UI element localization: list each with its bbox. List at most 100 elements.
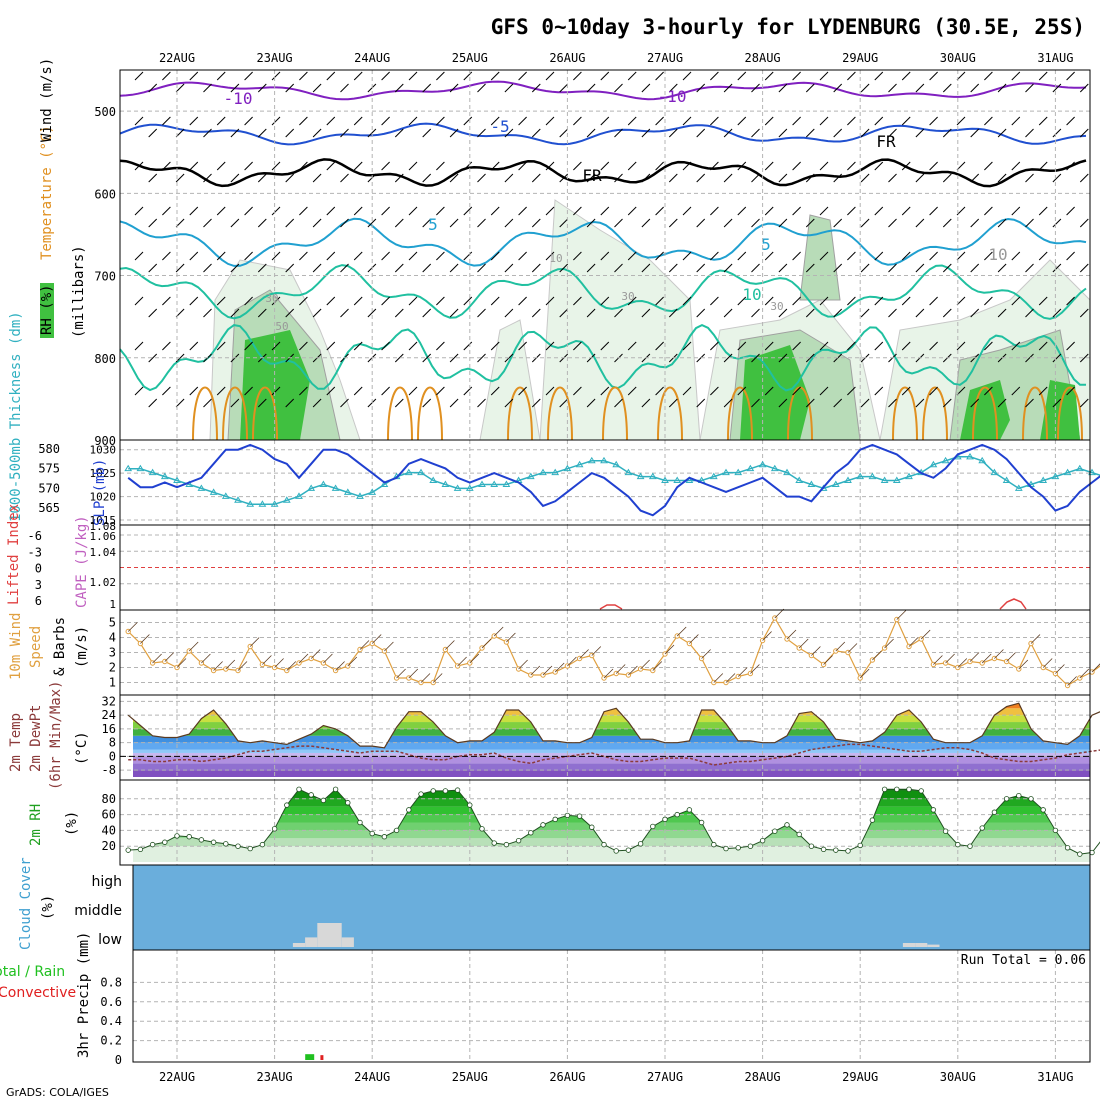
rh-point: [613, 848, 619, 854]
wind-barb: [901, 206, 911, 216]
wind-barb: [134, 251, 144, 261]
wind-barb: [600, 341, 610, 351]
wind-barb: [381, 296, 390, 306]
top-date-label: 22AUG: [159, 51, 195, 65]
bottom-date-label: 28AUG: [745, 1070, 781, 1084]
wind-barb: [1066, 296, 1075, 306]
wind-barb: [682, 251, 692, 261]
rh-point: [955, 841, 961, 848]
wind-barb: [353, 206, 363, 216]
top-date-label: 31AUG: [1037, 51, 1073, 65]
wind-barb: [1011, 161, 1021, 171]
wind-barb: [422, 263, 432, 273]
wind-barb: [134, 161, 144, 171]
wind-barb: [901, 386, 911, 396]
wind-barb: [929, 206, 938, 216]
wind-barb: [340, 398, 349, 408]
bottom-date-label: 24AUG: [354, 1070, 390, 1084]
wind-barb: [614, 173, 623, 183]
wind-barb: [573, 116, 582, 126]
wind-barb: [189, 116, 199, 126]
ylabel-temperature: Temperature (°C): [39, 125, 55, 260]
contour-label: 5: [761, 235, 771, 254]
thickness-point: [892, 476, 901, 484]
wind-barb: [984, 116, 993, 126]
wind-barb: [299, 251, 308, 261]
wind-barb: [531, 173, 541, 183]
contour-plus10: [119, 264, 1087, 320]
rh-tick-label: 80: [102, 792, 116, 806]
wind-barb: [162, 71, 171, 81]
contour-label: 30: [621, 290, 634, 303]
surface-wind-barb: [664, 644, 675, 655]
thickness-point: [636, 472, 645, 480]
wind-barb: [559, 128, 569, 138]
wind-barb: [353, 386, 363, 396]
surface-wind-barb: [981, 653, 992, 664]
cape-blip: [599, 598, 1027, 610]
thickness-point: [734, 468, 743, 476]
surface-wind-barb: [725, 673, 736, 683]
wind-barb: [627, 71, 637, 81]
wind-barb: [477, 353, 486, 363]
thickness-point: [648, 472, 657, 480]
thickness-point: [343, 488, 352, 495]
wind-barb: [655, 296, 664, 306]
wind-barb: [422, 353, 432, 363]
surface-wind-barb: [298, 653, 309, 664]
ylabel-millibars: (millibars): [71, 245, 87, 338]
wind-barb: [504, 83, 514, 93]
wind-barb: [997, 263, 1007, 273]
thickness-point: [331, 484, 340, 491]
wind-barb: [477, 83, 486, 93]
surface-wind-barb: [530, 665, 541, 676]
wind-barb: [668, 398, 678, 408]
wind-barb: [381, 206, 390, 216]
wind-barb: [463, 251, 473, 261]
thickness-point: [465, 484, 474, 491]
wind-barb: [545, 341, 555, 351]
wind-barb: [614, 308, 623, 318]
contour-label: 30: [265, 292, 278, 305]
wind-barb: [1038, 116, 1048, 126]
wind-barb: [764, 386, 774, 396]
top-date-label: 26AUG: [549, 51, 585, 65]
wind-barb: [408, 161, 418, 171]
wind-barb: [285, 128, 295, 138]
thickness-point: [417, 468, 425, 476]
wind-barb: [1038, 386, 1048, 396]
contour-label: 50: [275, 320, 288, 333]
wind-barb: [1011, 251, 1021, 261]
surface-wind-barb: [188, 641, 199, 652]
rh-point: [552, 816, 558, 823]
contour-warm-loop: [507, 386, 533, 441]
wind-barb: [381, 251, 390, 261]
wind-barb: [929, 71, 938, 81]
temp-color-band: [133, 770, 1090, 777]
thickness-point: [197, 484, 206, 491]
surface-wind-barb: [127, 622, 138, 632]
wind-speed-tick-label: 2: [109, 661, 116, 675]
thickness-point: [270, 500, 279, 507]
wind-barb: [778, 263, 788, 273]
wind-barb: [271, 251, 281, 261]
thickness-point: [844, 476, 852, 484]
wind-barb: [1038, 71, 1048, 81]
rh-point: [735, 845, 741, 851]
surface-wind-barb: [274, 658, 284, 668]
wind-barb: [353, 161, 363, 171]
top-date-label: 25AUG: [452, 51, 488, 65]
wind-barb: [422, 308, 432, 318]
rh-point: [442, 788, 449, 794]
thickness-point: [673, 476, 682, 484]
wind-barb: [847, 206, 856, 216]
wind-barb: [244, 386, 253, 396]
wind-barb: [1066, 386, 1075, 396]
wind-barb: [545, 296, 555, 306]
surface-wind-barb: [445, 640, 455, 650]
contour-label: FR: [582, 166, 602, 185]
wind-barb: [1011, 341, 1021, 351]
wind-barb: [819, 251, 829, 261]
wind-barb: [230, 83, 240, 93]
wind-barb: [162, 386, 171, 396]
